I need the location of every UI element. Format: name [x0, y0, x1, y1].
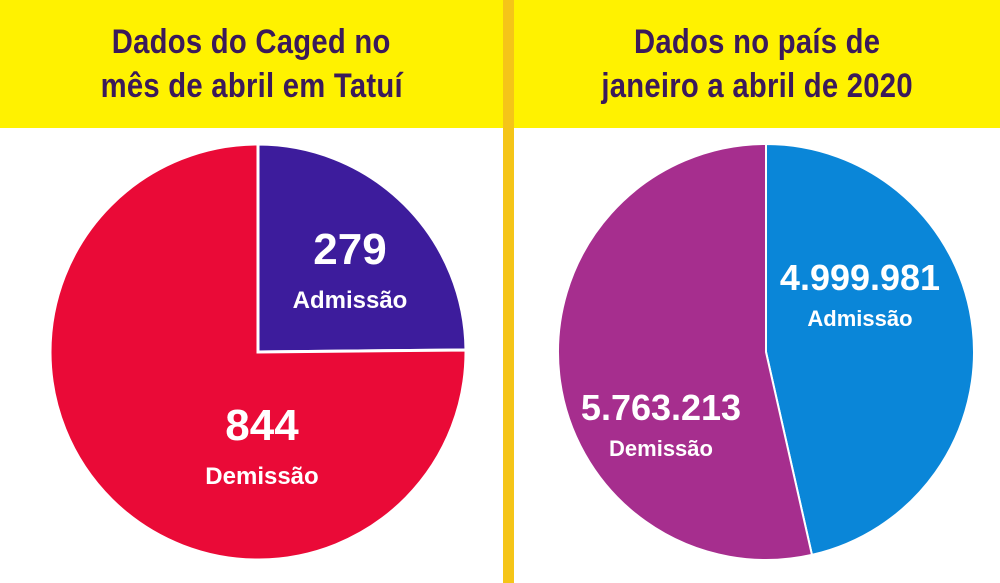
chart-panel-right: Dados no país de janeiro a abril de 2020… [514, 0, 1000, 583]
chart-title-banner: Dados do Caged no mês de abril em Tatuí [0, 0, 503, 128]
chart-title-banner: Dados no país de janeiro a abril de 2020 [514, 0, 1000, 128]
pie-category-label-demissao: Demissão [205, 463, 318, 490]
pie-category-label-admissao: Admissão [293, 287, 408, 314]
chart-panel-left: Dados do Caged no mês de abril em Tatuí … [0, 0, 503, 583]
chart-title-line-2: mês de abril em Tatuí [100, 67, 403, 105]
chart-title-line-2: janeiro a abril de 2020 [601, 67, 913, 105]
chart-title-line-1: Dados do Caged no [112, 23, 391, 61]
pie-value-label-demissao: 5.763.213 [581, 387, 741, 428]
pie-category-label-demissao: Demissão [609, 436, 713, 461]
pie-chart-tatui: 279 Admissão 844 Demissão [48, 142, 468, 562]
pie-slice-demissao [48, 142, 468, 562]
pie-value-label-demissao: 844 [225, 401, 299, 450]
pie-value-label-admissao: 279 [313, 225, 386, 274]
pie-slice-demissao [557, 142, 814, 561]
chart-title-line-1: Dados no país de [633, 23, 881, 61]
pie-category-label-admissao: Admissão [807, 306, 912, 331]
pie-slice-admissao [256, 142, 468, 354]
pie-value-label-admissao: 4.999.981 [780, 257, 940, 298]
pie-chart-brasil: 4.999.981 Admissão 5.763.213 Demissão [557, 142, 975, 561]
pie-slice-admissao [765, 142, 975, 557]
